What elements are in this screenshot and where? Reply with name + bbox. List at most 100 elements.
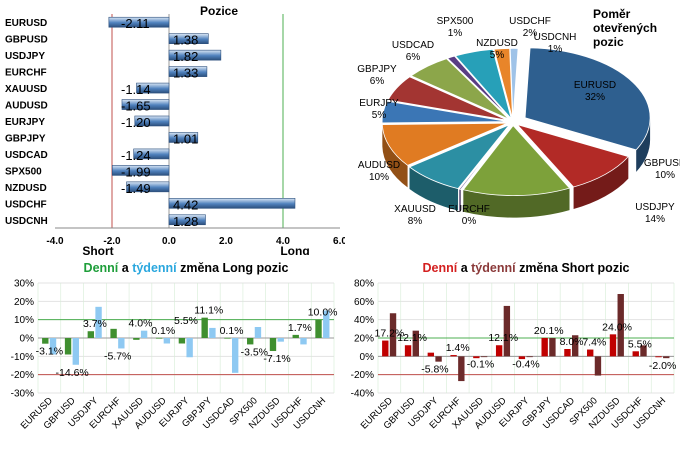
- bar-data-label: 12.1%: [397, 332, 427, 344]
- daily-change-bar: [156, 338, 162, 339]
- short-change-panel: Denní a týdenní změna Short pozic-40%-20…: [340, 255, 680, 445]
- daily-change-bar: [179, 338, 185, 344]
- weekly-change-bar: [458, 356, 464, 381]
- y-tick-label: AUDUSD: [5, 101, 48, 112]
- pie-title-line: otevřených: [593, 21, 657, 35]
- bar-data-label: 3.7%: [83, 318, 107, 330]
- bar-data-label: 0.1%: [220, 325, 244, 337]
- bar-value-label: 1.82: [173, 49, 198, 64]
- x-tick-label: -4.0: [46, 236, 64, 247]
- chart-title-part: Denní: [423, 261, 458, 275]
- pie-title-line: pozic: [593, 35, 624, 49]
- daily-change-bar: [564, 349, 570, 356]
- chart-title: Denní a týdenní změna Short pozic: [423, 261, 630, 275]
- pie-slice-name: XAUUSD: [394, 204, 436, 215]
- y-tick-label: 30%: [14, 279, 34, 290]
- bar-value-label: -1.65: [121, 99, 151, 114]
- x-tick-label: 0.0: [162, 236, 176, 247]
- chart-title-part: změna Long pozic: [177, 261, 289, 275]
- long-axis-label: Long: [280, 244, 309, 255]
- x-tick-label: 2.0: [219, 236, 233, 247]
- pie-slice-percent: 10%: [655, 170, 675, 181]
- pie-slice-percent: 32%: [585, 92, 605, 103]
- y-tick-label: -30%: [11, 389, 34, 400]
- y-tick-label: GBPJPY: [5, 133, 46, 144]
- pie-slice-name: NZDUSD: [476, 38, 518, 49]
- pie-slice-name: EURCHF: [448, 204, 490, 215]
- y-tick-label: 0%: [360, 352, 375, 363]
- bar-value-label: 4.42: [173, 197, 198, 212]
- long-change-chart: Denní a týdenní změna Long pozic-30%-20%…: [0, 255, 340, 445]
- y-tick-label: NZDUSD: [5, 183, 47, 194]
- daily-change-bar: [133, 338, 139, 340]
- bar-data-label: -2.0%: [649, 360, 676, 372]
- daily-change-bar: [450, 355, 456, 356]
- y-tick-label: 60%: [354, 297, 374, 308]
- bar-value-label: -1.49: [121, 181, 151, 196]
- weekly-change-bar: [278, 338, 284, 342]
- weekly-change-bar: [232, 338, 238, 373]
- pie-slice-name: EURUSD: [574, 80, 616, 91]
- long-change-panel: Denní a týdenní změna Long pozic-30%-20%…: [0, 255, 340, 445]
- chart-title-part: Denní: [84, 261, 119, 275]
- pie-slice-percent: 5%: [490, 50, 505, 61]
- chart-title: Pozice: [200, 4, 238, 18]
- pie-slice-name: AUDUSD: [358, 160, 400, 171]
- daily-change-bar: [633, 351, 639, 356]
- daily-change-bar: [224, 338, 230, 339]
- weekly-change-bar: [549, 338, 555, 356]
- bar-data-label: -5.7%: [104, 350, 131, 362]
- x-tick-label: 6.0: [333, 236, 345, 247]
- bar-data-label: 10.0%: [308, 307, 338, 319]
- y-tick-label: USDJPY: [5, 51, 45, 62]
- daily-change-bar: [315, 320, 321, 338]
- y-tick-label: 20%: [354, 334, 374, 345]
- bar-data-label: 1.7%: [288, 322, 312, 334]
- daily-change-bar: [110, 329, 116, 338]
- y-tick-label: XAUUSD: [5, 84, 47, 95]
- pie-slice-name: EURJPY: [359, 98, 399, 109]
- weekly-change-bar: [663, 356, 669, 358]
- daily-change-bar: [405, 345, 411, 356]
- pie-slice-name: USDCAD: [392, 40, 434, 51]
- chart-title-part: a: [457, 261, 471, 275]
- weekly-change-bar: [141, 331, 147, 338]
- y-tick-label: EURUSD: [5, 18, 47, 29]
- pie-slice-percent: 10%: [369, 172, 389, 183]
- bar-value-label: 1.01: [173, 131, 198, 146]
- daily-change-bar: [428, 353, 434, 357]
- pie-slice-percent: 1%: [548, 44, 563, 55]
- short-change-chart: Denní a týdenní změna Short pozic-40%-20…: [340, 255, 680, 445]
- ratio-pie-panel: EURUSD32%GBPUSD10%USDJPY14%EURCHF0%XAUUS…: [345, 0, 680, 255]
- y-tick-label: GBPUSD: [5, 35, 48, 46]
- bar-data-label: -3.1%: [36, 346, 63, 358]
- y-tick-label: 80%: [354, 279, 374, 290]
- y-tick-label: -20%: [351, 370, 374, 381]
- chart-title-part: týdenní: [132, 261, 177, 275]
- bar-data-label: -0.4%: [512, 359, 539, 371]
- pie-slice-percent: 1%: [448, 28, 463, 39]
- bar-value-label: -1.20: [121, 115, 151, 130]
- bar-data-label: 5.5%: [628, 338, 652, 350]
- y-tick-label: EURCHF: [5, 68, 47, 79]
- daily-change-bar: [610, 334, 616, 356]
- daily-change-bar: [88, 331, 94, 338]
- weekly-change-bar: [481, 356, 487, 357]
- daily-change-bar: [541, 338, 547, 356]
- y-tick-label: USDCAD: [5, 150, 48, 161]
- bar-value-label: -2.11: [121, 16, 150, 31]
- y-tick-label: USDCHF: [5, 199, 47, 210]
- bar-data-label: 7.4%: [582, 337, 606, 349]
- pie-slice-name: USDJPY: [635, 202, 675, 213]
- daily-change-bar: [587, 350, 593, 357]
- pie-slice-percent: 14%: [645, 214, 665, 225]
- pie-slice-name: GBPJPY: [357, 64, 397, 75]
- pie-slice-name: USDCHF: [509, 16, 551, 27]
- pie-title-line: Poměr: [593, 7, 631, 21]
- bar-value-label: -1.24: [121, 148, 151, 163]
